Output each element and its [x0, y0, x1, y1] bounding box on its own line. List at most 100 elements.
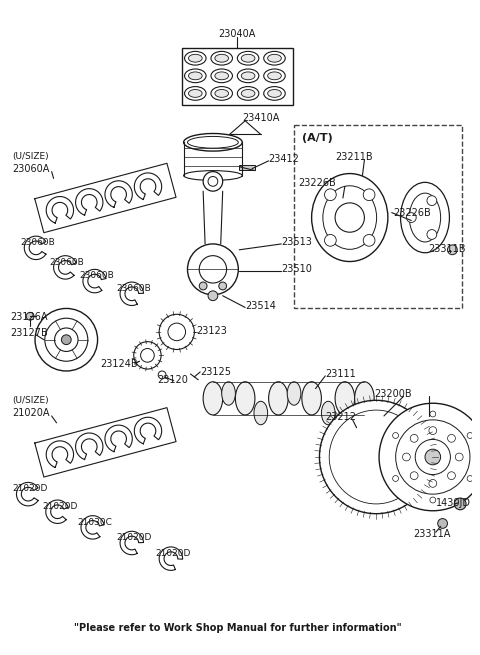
- Ellipse shape: [268, 90, 281, 98]
- Text: 23127B: 23127B: [11, 328, 48, 338]
- Text: 23060A: 23060A: [12, 164, 50, 174]
- Circle shape: [410, 434, 418, 442]
- Bar: [181, 48, 293, 105]
- Circle shape: [393, 476, 398, 481]
- Text: 23060B: 23060B: [50, 257, 84, 267]
- Polygon shape: [75, 189, 103, 215]
- Circle shape: [363, 234, 375, 246]
- Ellipse shape: [237, 86, 259, 100]
- Ellipse shape: [241, 90, 255, 98]
- Text: 23125: 23125: [200, 367, 231, 377]
- Polygon shape: [83, 269, 106, 293]
- Ellipse shape: [183, 134, 242, 151]
- Circle shape: [467, 432, 473, 438]
- Polygon shape: [75, 433, 103, 460]
- Circle shape: [219, 282, 227, 290]
- Ellipse shape: [215, 72, 228, 80]
- Polygon shape: [24, 236, 46, 259]
- Circle shape: [429, 479, 437, 487]
- Ellipse shape: [287, 382, 301, 405]
- Text: 23412: 23412: [269, 154, 300, 164]
- Polygon shape: [105, 181, 132, 208]
- Ellipse shape: [211, 86, 232, 100]
- Text: 21020A: 21020A: [12, 408, 50, 418]
- Text: 23226B: 23226B: [298, 178, 336, 189]
- Text: 23111: 23111: [325, 369, 356, 379]
- Circle shape: [335, 203, 364, 233]
- Ellipse shape: [203, 382, 223, 415]
- Polygon shape: [46, 196, 73, 223]
- Ellipse shape: [189, 90, 202, 98]
- Circle shape: [427, 196, 437, 206]
- Ellipse shape: [241, 54, 255, 62]
- Text: (U/SIZE): (U/SIZE): [12, 152, 49, 161]
- Circle shape: [329, 410, 423, 504]
- Circle shape: [61, 335, 71, 345]
- Text: 23211B: 23211B: [335, 152, 372, 162]
- Polygon shape: [134, 417, 162, 444]
- Circle shape: [199, 255, 227, 283]
- Circle shape: [427, 230, 437, 239]
- Text: 21020D: 21020D: [12, 484, 48, 493]
- Ellipse shape: [189, 54, 202, 62]
- Circle shape: [158, 371, 166, 379]
- Polygon shape: [81, 515, 104, 539]
- Polygon shape: [16, 483, 38, 506]
- Text: (U/SIZE): (U/SIZE): [12, 396, 49, 405]
- Ellipse shape: [254, 402, 268, 424]
- Circle shape: [430, 497, 436, 503]
- Text: 21020D: 21020D: [155, 549, 191, 558]
- Polygon shape: [46, 441, 73, 468]
- Ellipse shape: [185, 51, 206, 65]
- Ellipse shape: [323, 186, 377, 250]
- Ellipse shape: [401, 182, 449, 253]
- Text: 23040A: 23040A: [219, 29, 256, 39]
- Text: 23226B: 23226B: [394, 208, 432, 217]
- Circle shape: [454, 498, 466, 510]
- Text: 23060B: 23060B: [116, 284, 151, 293]
- Circle shape: [320, 400, 433, 514]
- Circle shape: [379, 403, 480, 511]
- Ellipse shape: [237, 69, 259, 83]
- Ellipse shape: [222, 382, 235, 405]
- Ellipse shape: [183, 171, 242, 180]
- Circle shape: [199, 282, 207, 290]
- Ellipse shape: [185, 86, 206, 100]
- Circle shape: [396, 420, 470, 494]
- Circle shape: [447, 245, 457, 255]
- Circle shape: [208, 176, 218, 186]
- Circle shape: [410, 472, 418, 479]
- Circle shape: [430, 411, 436, 417]
- Ellipse shape: [211, 69, 232, 83]
- Circle shape: [141, 348, 154, 362]
- Ellipse shape: [322, 402, 335, 424]
- Ellipse shape: [355, 382, 374, 415]
- Text: 21020D: 21020D: [42, 502, 77, 511]
- Text: 23123: 23123: [196, 326, 227, 336]
- Circle shape: [134, 342, 161, 369]
- Ellipse shape: [215, 54, 228, 62]
- Circle shape: [415, 440, 450, 475]
- Ellipse shape: [237, 51, 259, 65]
- Ellipse shape: [235, 382, 255, 415]
- Ellipse shape: [185, 69, 206, 83]
- Text: 23060B: 23060B: [79, 271, 114, 280]
- Ellipse shape: [268, 54, 281, 62]
- Circle shape: [35, 309, 97, 371]
- Ellipse shape: [215, 90, 228, 98]
- Ellipse shape: [264, 69, 285, 83]
- Polygon shape: [159, 547, 182, 571]
- Ellipse shape: [189, 72, 202, 80]
- Ellipse shape: [264, 51, 285, 65]
- Ellipse shape: [268, 72, 281, 80]
- Text: 23311A: 23311A: [413, 529, 451, 539]
- Ellipse shape: [264, 86, 285, 100]
- Text: 23514: 23514: [245, 301, 276, 310]
- Text: 21030C: 21030C: [77, 517, 112, 527]
- Circle shape: [188, 244, 239, 295]
- Circle shape: [45, 318, 88, 361]
- Text: 23060B: 23060B: [20, 238, 55, 247]
- Circle shape: [447, 434, 456, 442]
- Polygon shape: [120, 531, 144, 555]
- Polygon shape: [134, 173, 162, 199]
